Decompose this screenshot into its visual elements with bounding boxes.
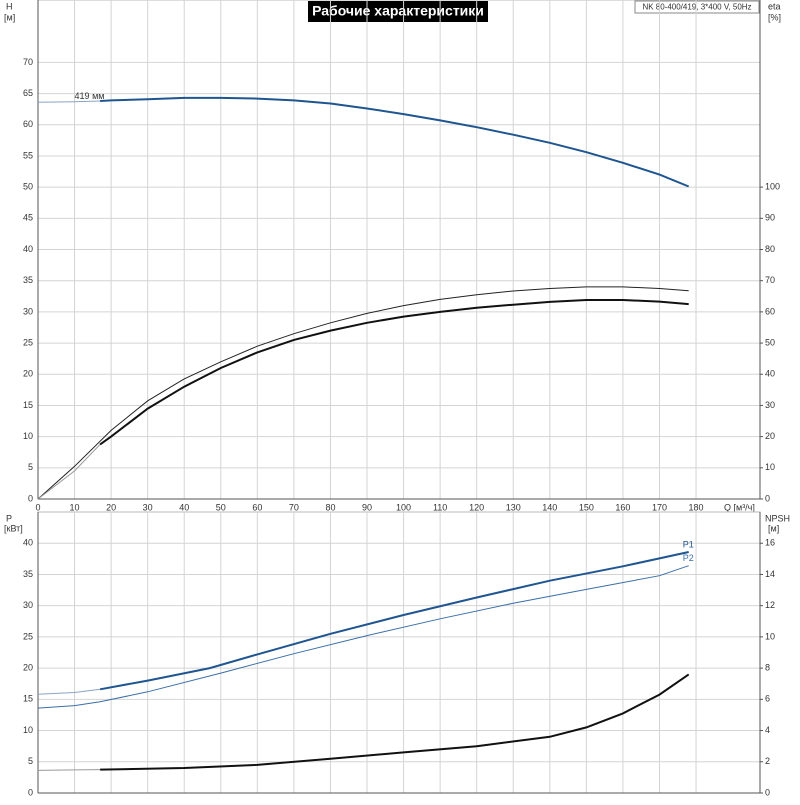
y-label: P xyxy=(6,513,12,523)
x-tick-label: 150 xyxy=(579,502,594,512)
y2-tick-label: 8 xyxy=(765,662,770,672)
y2-tick-label: 0 xyxy=(765,493,770,503)
y2-tick-label: 16 xyxy=(765,538,775,548)
y-tick-label: 30 xyxy=(23,600,33,610)
y2-tick-label: 0 xyxy=(765,787,770,797)
y2-tick-label: 40 xyxy=(765,369,775,379)
y2-tick-label: 80 xyxy=(765,244,775,254)
curve xyxy=(99,551,689,691)
x-tick-label: 0 xyxy=(35,502,40,512)
series-label: P2 xyxy=(683,553,694,563)
y-tick-label: 20 xyxy=(23,369,33,379)
x-tick-label: 100 xyxy=(396,502,411,512)
y-tick-label: 15 xyxy=(23,400,33,410)
y-label: H xyxy=(6,1,13,11)
curve xyxy=(37,286,689,500)
curve xyxy=(37,444,101,500)
y2-tick-label: 50 xyxy=(765,337,775,347)
chart-title: Рабочие характеристики xyxy=(312,3,484,19)
x-tick-label: 160 xyxy=(615,502,630,512)
x-tick-label: 140 xyxy=(542,502,557,512)
series-label: P1 xyxy=(683,539,694,549)
x-tick-label: 170 xyxy=(652,502,667,512)
x-tick-label: 60 xyxy=(252,502,262,512)
y2-tick-label: 70 xyxy=(765,275,775,285)
y-tick-label: 0 xyxy=(28,493,33,503)
y-tick-label: 35 xyxy=(23,275,33,285)
y-tick-label: 65 xyxy=(23,88,33,98)
x-tick-label: 10 xyxy=(70,502,80,512)
y-tick-label: 25 xyxy=(23,631,33,641)
curve xyxy=(37,688,101,695)
y-tick-label: 10 xyxy=(23,725,33,735)
y2-tick-label: 10 xyxy=(765,631,775,641)
y-tick-label: 10 xyxy=(23,431,33,441)
curve xyxy=(100,96,690,188)
curve xyxy=(37,769,101,771)
y2-tick-label: 2 xyxy=(765,756,770,766)
y2-unit: [%] xyxy=(768,12,781,22)
y2-tick-label: 90 xyxy=(765,213,775,223)
y-tick-label: 60 xyxy=(23,119,33,129)
x-tick-label: 130 xyxy=(506,502,521,512)
x-tick-label: 120 xyxy=(469,502,484,512)
y2-tick-label: 10 xyxy=(765,462,775,472)
y-tick-label: 40 xyxy=(23,244,33,254)
curve-label: 419 мм xyxy=(75,91,105,101)
y-tick-label: 35 xyxy=(23,569,33,579)
y-unit: [м] xyxy=(4,12,15,22)
y-tick-label: 40 xyxy=(23,538,33,548)
x-tick-label: 50 xyxy=(216,502,226,512)
y-tick-label: 70 xyxy=(23,57,33,67)
curve xyxy=(37,100,101,103)
x-tick-label: 30 xyxy=(143,502,153,512)
y-tick-label: 30 xyxy=(23,306,33,316)
x-tick-label: 40 xyxy=(179,502,189,512)
y2-unit: [м] xyxy=(768,523,779,533)
y-tick-label: 20 xyxy=(23,662,33,672)
y2-tick-label: 30 xyxy=(765,400,775,410)
y2-label: eta xyxy=(768,1,781,11)
y-tick-label: 50 xyxy=(23,182,33,192)
curve xyxy=(37,565,689,709)
y2-tick-label: 20 xyxy=(765,431,775,441)
plot-area xyxy=(37,511,761,794)
y-tick-label: 0 xyxy=(28,787,33,797)
x-tick-label: 90 xyxy=(362,502,372,512)
x-tick-label: 110 xyxy=(433,502,447,512)
curve xyxy=(99,299,689,446)
curve xyxy=(100,673,690,771)
y-tick-label: 5 xyxy=(28,462,33,472)
y-tick-label: 25 xyxy=(23,337,33,347)
y2-tick-label: 100 xyxy=(765,182,780,192)
y-tick-label: 45 xyxy=(23,213,33,223)
y2-tick-label: 4 xyxy=(765,725,770,735)
y-tick-label: 15 xyxy=(23,694,33,704)
x-tick-label: 180 xyxy=(689,502,704,512)
x-tick-label: 80 xyxy=(325,502,335,512)
y2-tick-label: 60 xyxy=(765,306,775,316)
info-box xyxy=(634,0,760,14)
y2-tick-label: 14 xyxy=(765,569,775,579)
x-tick-label: 70 xyxy=(289,502,299,512)
y-tick-label: 55 xyxy=(23,150,33,160)
y-tick-label: 5 xyxy=(28,756,33,766)
title-box xyxy=(308,1,488,22)
info-text: NK 80-400/419, 3*400 V, 50Hz xyxy=(642,3,751,12)
y2-tick-label: 6 xyxy=(765,694,770,704)
x-label: Q [м³/ч] xyxy=(724,502,755,512)
y2-label: NPSH xyxy=(765,513,790,523)
x-tick-label: 20 xyxy=(106,502,116,512)
y2-tick-label: 12 xyxy=(765,600,775,610)
y-unit: [кВт] xyxy=(4,523,23,533)
